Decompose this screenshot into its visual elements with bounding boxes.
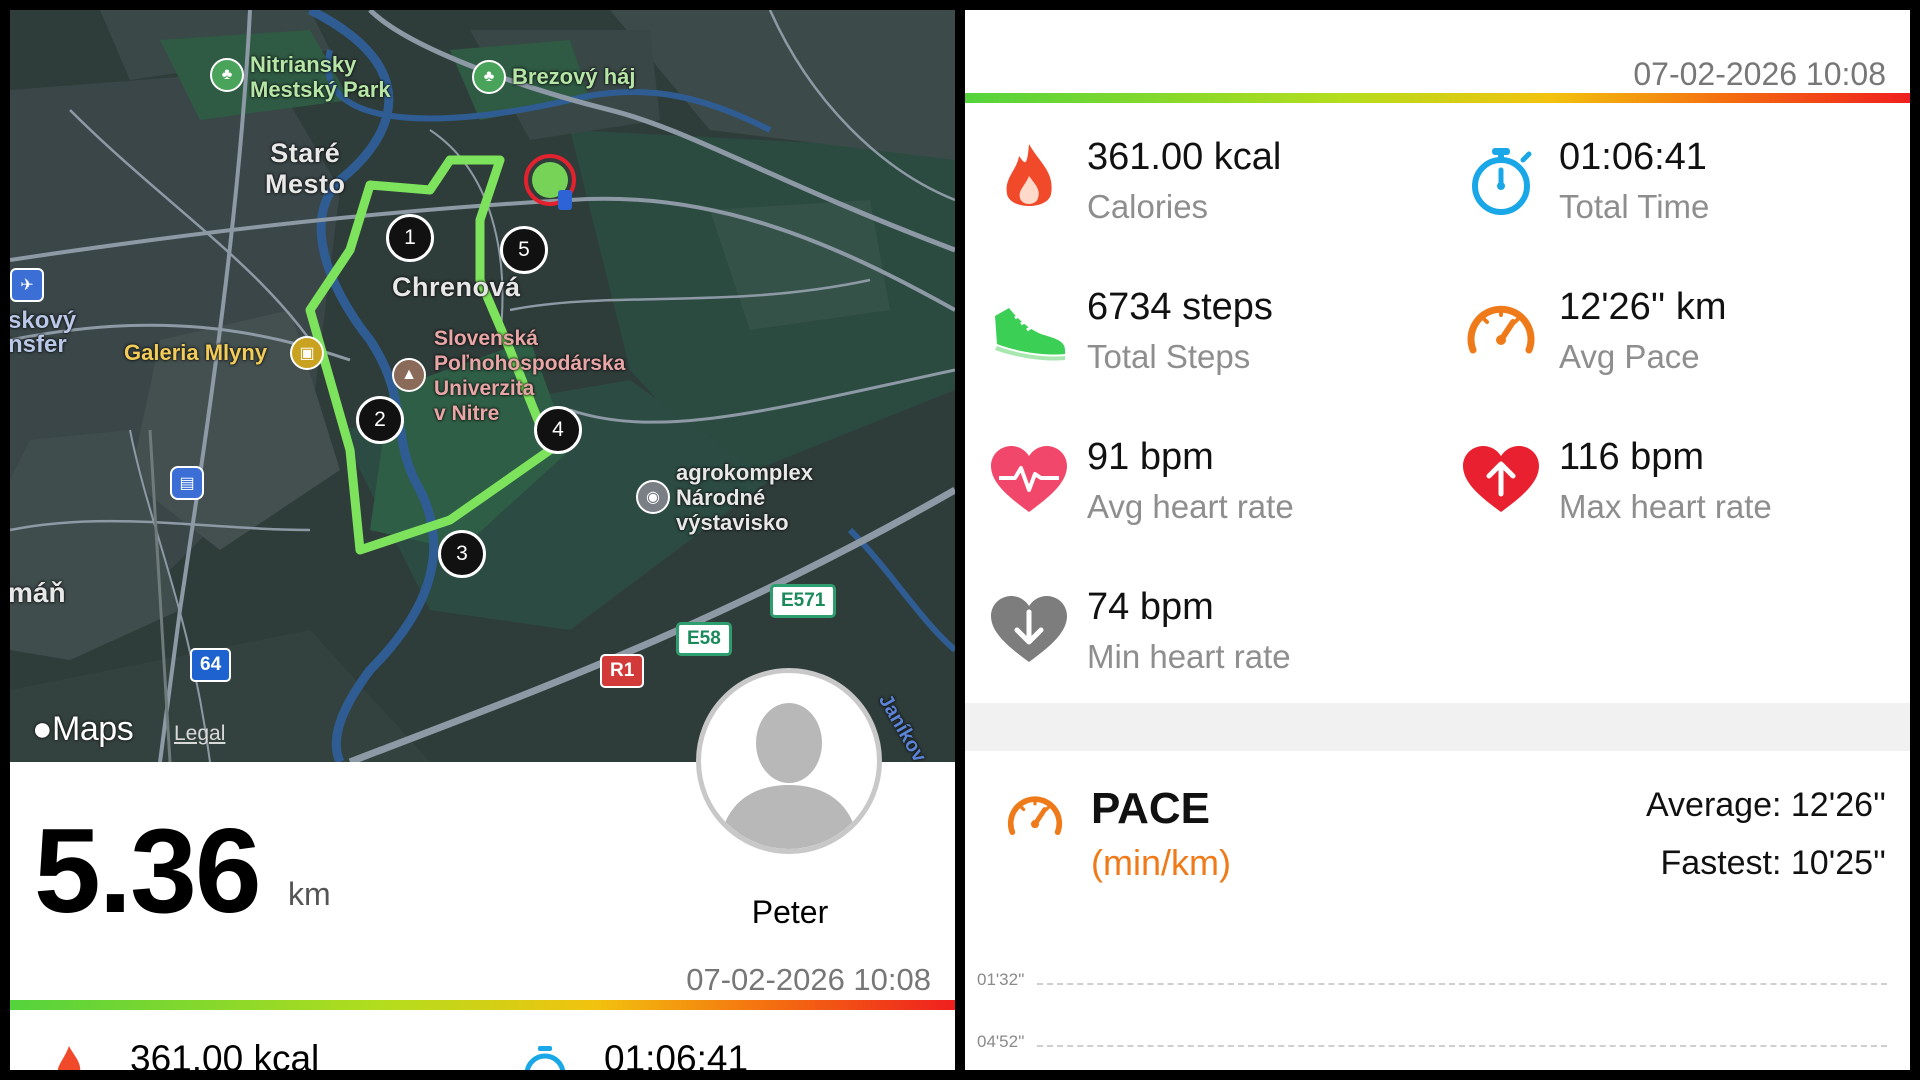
- pace-average: Average: 12'26'': [1645, 786, 1886, 824]
- flame-icon: [57, 1046, 81, 1070]
- shoe-icon: [995, 308, 1065, 361]
- expo-label: agrokomplex Národné výstavisko: [676, 460, 813, 535]
- train-icon: ▤: [170, 466, 204, 500]
- route-marker-4[interactable]: 4: [534, 406, 582, 454]
- road-shield-r1: R1: [600, 654, 645, 688]
- avg-heart-rate-label: Avg heart rate: [1087, 488, 1294, 525]
- park-label-brezovy-haj: Brezový háj: [512, 64, 636, 89]
- tree-icon: ♣: [210, 58, 244, 92]
- peek-time: 01:06:41: [604, 1038, 749, 1070]
- district-label-stare-mesto: Staré Mesto: [265, 138, 346, 199]
- distance-value: 5.36: [34, 804, 262, 938]
- road-shield-64: 64: [190, 648, 232, 682]
- route-marker-3[interactable]: 3: [438, 530, 486, 578]
- avg-pace-label: Avg Pace: [1559, 338, 1700, 375]
- speedometer-icon: [1467, 305, 1535, 354]
- pace-grid-label: 01'32'': [977, 970, 1025, 989]
- heart-up-icon: [1463, 446, 1539, 512]
- min-heart-rate-value: 74 bpm: [1087, 586, 1214, 628]
- activity-summary-panel: ♣ Nitriansky Mestský Park ♣ Brezový háj S…: [10, 10, 955, 1070]
- edge-label-top: skový: [10, 307, 77, 334]
- stat-max-heart-rate: 116 bpm Max heart rate: [1459, 434, 1910, 544]
- route-marker-1[interactable]: 1: [386, 214, 434, 262]
- shopping-bag-icon: ▣: [290, 336, 324, 370]
- heart-pulse-icon: [991, 446, 1067, 512]
- distance-unit: km: [288, 876, 331, 912]
- legal-link[interactable]: Legal: [174, 722, 226, 745]
- user-name: Peter: [751, 894, 829, 930]
- edge-label-bottom: nsfer: [10, 331, 67, 358]
- airport-icon: ✈: [10, 268, 44, 302]
- section-divider: [965, 703, 1910, 751]
- stadium-icon: ◉: [636, 480, 670, 514]
- stat-min-heart-rate: 74 bpm Min heart rate: [987, 584, 1447, 694]
- intensity-gradient-bar: [965, 93, 1910, 103]
- district-label-chrenova: Chrenová: [392, 272, 521, 302]
- stat-avg-heart-rate: 91 bpm Avg heart rate: [987, 434, 1447, 544]
- mall-label: Galeria Mlyny: [124, 340, 268, 365]
- graduation-cap-icon: ▲: [392, 358, 426, 392]
- road-shield-e571: E571: [770, 584, 837, 618]
- avatar[interactable]: [696, 668, 882, 854]
- max-heart-rate-label: Max heart rate: [1559, 488, 1772, 525]
- pace-gridline: [1037, 1045, 1887, 1047]
- pace-title: PACE: [1091, 784, 1210, 833]
- total-time-label: Total Time: [1559, 188, 1710, 225]
- map-base: [10, 10, 955, 762]
- stopwatch-icon: [1472, 148, 1532, 215]
- route-marker-2[interactable]: 2: [356, 396, 404, 444]
- speedometer-icon: [1007, 796, 1063, 836]
- road-shield-e58: E58: [676, 622, 732, 656]
- max-heart-rate-value: 116 bpm: [1559, 436, 1705, 478]
- intensity-gradient-bar: [10, 1000, 955, 1010]
- apple-logo-icon: ●: [32, 710, 53, 748]
- activity-date: 07-02-2026 10:08: [1633, 56, 1886, 92]
- calories-value: 361.00 kcal: [1087, 136, 1282, 178]
- avg-heart-rate-value: 91 bpm: [1087, 436, 1214, 478]
- tree-icon: ♣: [472, 60, 506, 94]
- activity-stats-panel: 07-02-2026 10:08 361.00 kcal Calories 01…: [965, 10, 1910, 1070]
- pace-gridline: [1037, 983, 1887, 985]
- stopwatch-icon: [524, 1046, 566, 1070]
- flame-icon: [1006, 144, 1052, 206]
- avg-pace-value: 12'26'' km: [1559, 286, 1727, 328]
- pace-grid-label: 04'52'': [977, 1032, 1025, 1051]
- person-silhouette-icon: [719, 703, 859, 849]
- university-label: Slovenská Poľnohospodárska Univerzita v …: [434, 327, 626, 425]
- stat-calories: 361.00 kcal Calories: [987, 134, 1447, 244]
- min-heart-rate-label: Min heart rate: [1087, 638, 1291, 675]
- stat-steps: 6734 steps Total Steps: [987, 284, 1447, 394]
- route-map[interactable]: ♣ Nitriansky Mestský Park ♣ Brezový háj S…: [10, 10, 955, 762]
- park-label-nitriansky: Nitriansky Mestský Park: [250, 52, 391, 102]
- pace-unit: (min/km): [1091, 842, 1231, 883]
- heart-down-icon: [991, 596, 1067, 662]
- apple-maps-brand: ●Maps: [32, 710, 134, 748]
- calories-label: Calories: [1087, 188, 1209, 225]
- steps-value: 6734 steps: [1087, 286, 1273, 328]
- edge-label-town: máň: [10, 577, 66, 608]
- stat-avg-pace: 12'26'' km Avg Pace: [1459, 284, 1910, 394]
- activity-date: 07-02-2026 10:08: [686, 962, 931, 997]
- total-time-value: 01:06:41: [1559, 136, 1707, 178]
- route-marker-5[interactable]: 5: [500, 226, 548, 274]
- steps-label: Total Steps: [1087, 338, 1251, 375]
- peek-calories: 361.00 kcal: [130, 1038, 320, 1070]
- stat-total-time: 01:06:41 Total Time: [1459, 134, 1910, 244]
- pace-fastest: Fastest: 10'25'': [1660, 844, 1886, 882]
